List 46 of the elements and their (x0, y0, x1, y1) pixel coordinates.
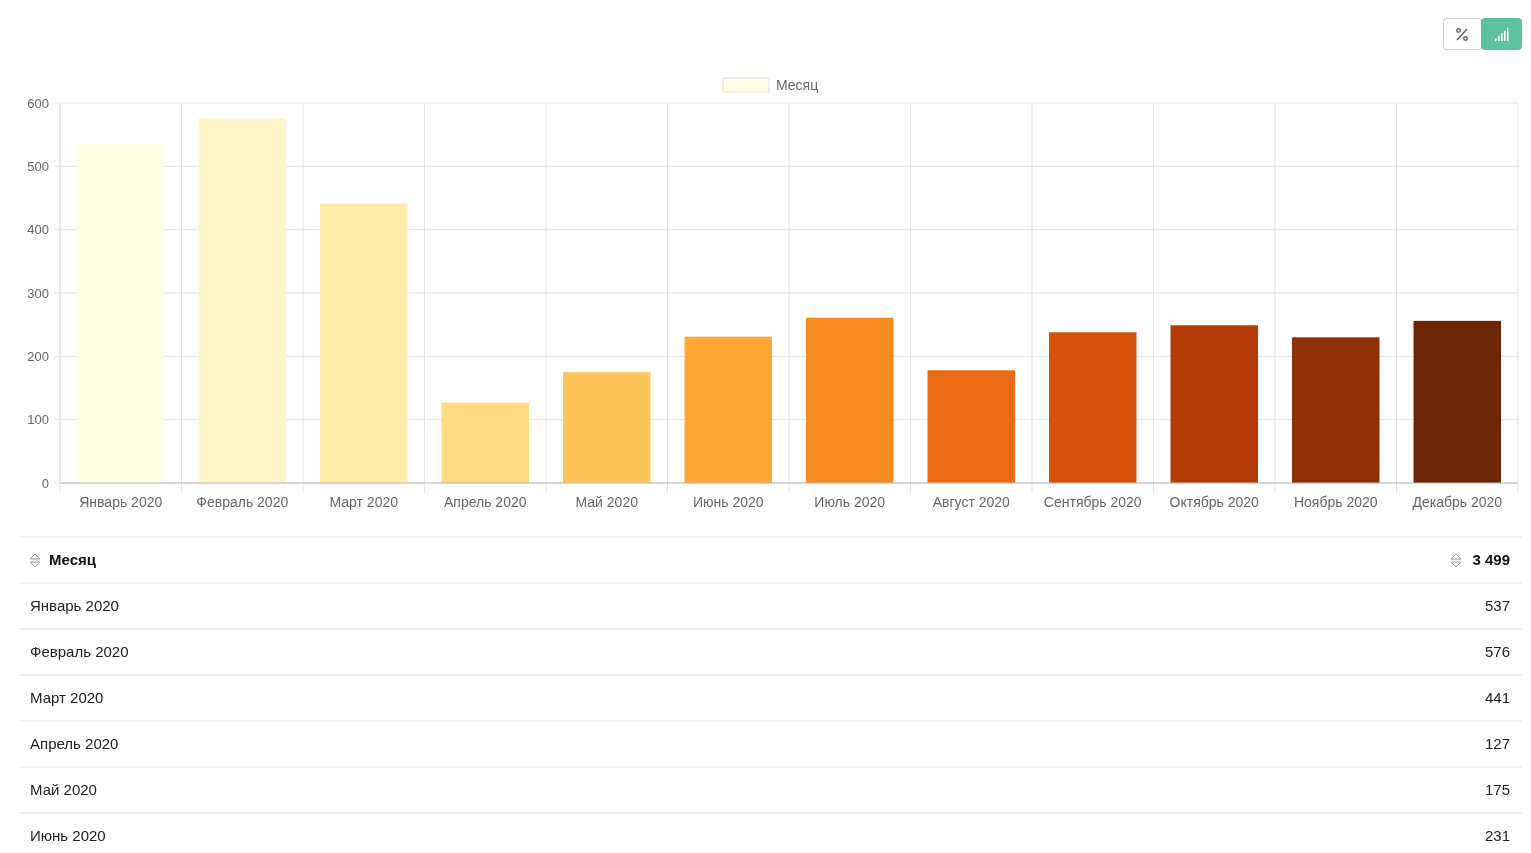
y-tick-label: 400 (27, 222, 49, 238)
text: 441 (1484, 689, 1510, 707)
x-tick-label: Январь 2020 (79, 494, 163, 510)
bar (563, 372, 651, 483)
bar (1413, 320, 1501, 483)
x-tick-label: Ноябрь 2020 (1293, 494, 1378, 510)
x-tick-label: Сентябрь 2020 (1043, 494, 1142, 510)
text: Май 2020 (30, 781, 97, 799)
legend-label: Месяц (776, 76, 819, 93)
bar (1292, 337, 1380, 483)
x-tick-label: Октябрь 2020 (1169, 494, 1260, 510)
x-tick-label: Декабрь 2020 (1412, 494, 1503, 510)
y-tick-label: 600 (27, 95, 49, 111)
bar (198, 118, 286, 483)
y-tick-label: 100 (27, 412, 49, 428)
y-tick-label: 500 (27, 158, 49, 174)
bar (441, 402, 529, 483)
text: Апрель 2020 (30, 735, 119, 753)
text: Месяц (49, 551, 97, 569)
text: 537 (1484, 597, 1510, 615)
text: 127 (1484, 735, 1510, 753)
text: Июнь 2020 (30, 827, 106, 845)
x-tick-label: Февраль 2020 (196, 494, 289, 510)
text: 231 (1484, 827, 1510, 845)
x-tick-label: Июнь 2020 (692, 494, 764, 510)
text: 576 (1484, 643, 1510, 661)
x-tick-label: Август 2020 (932, 494, 1011, 510)
bar (1170, 325, 1258, 483)
text: 175 (1484, 781, 1510, 799)
y-tick-label: 0 (41, 475, 49, 491)
text: Январь 2020 (30, 597, 119, 615)
text: Февраль 2020 (30, 643, 129, 661)
bar (927, 370, 1015, 483)
text: Март 2020 (30, 689, 104, 707)
x-tick-label: Май 2020 (575, 494, 639, 510)
y-tick-label: 300 (27, 285, 49, 301)
bar (77, 142, 165, 483)
x-tick-label: Апрель 2020 (443, 494, 527, 510)
text: 3 499 (1472, 551, 1510, 569)
bar (320, 203, 408, 483)
x-tick-label: Март 2020 (329, 494, 399, 510)
bar (684, 336, 772, 483)
x-tick-label: Июль 2020 (814, 494, 886, 510)
bar (1049, 332, 1137, 483)
y-tick-label: 200 (27, 348, 49, 364)
bar (806, 317, 894, 483)
